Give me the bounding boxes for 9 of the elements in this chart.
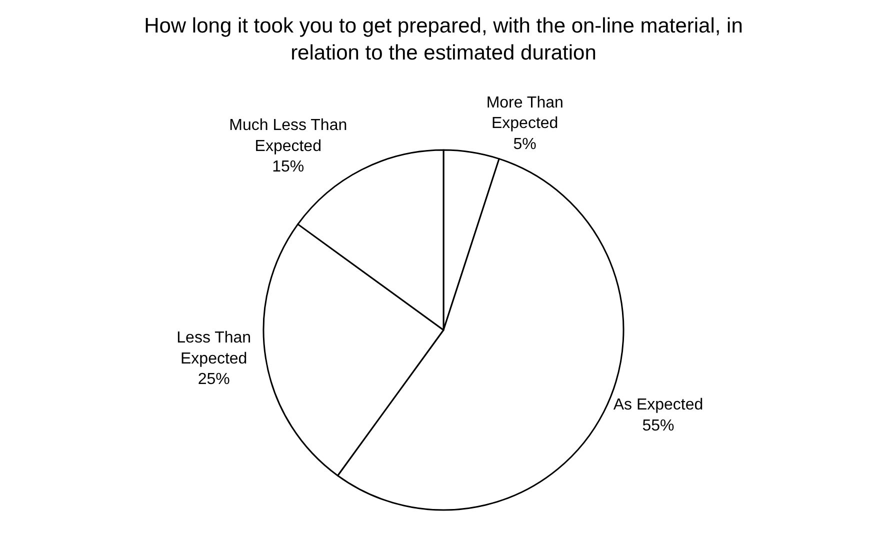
chart-title: How long it took you to get prepared, with the on-line material, in relation to the estimated duration <box>144 14 743 65</box>
slice-label: More Than Expected <box>486 94 564 132</box>
data-label: 25% <box>198 371 230 388</box>
slice-label: Much Less Than Expected <box>229 117 348 155</box>
slice-label: As Expected <box>613 396 704 414</box>
slice-label: Less Than Expected <box>176 330 252 368</box>
data-label: 5% <box>513 136 536 153</box>
data-label: 15% <box>272 158 304 176</box>
data-label: 55% <box>642 418 674 435</box>
